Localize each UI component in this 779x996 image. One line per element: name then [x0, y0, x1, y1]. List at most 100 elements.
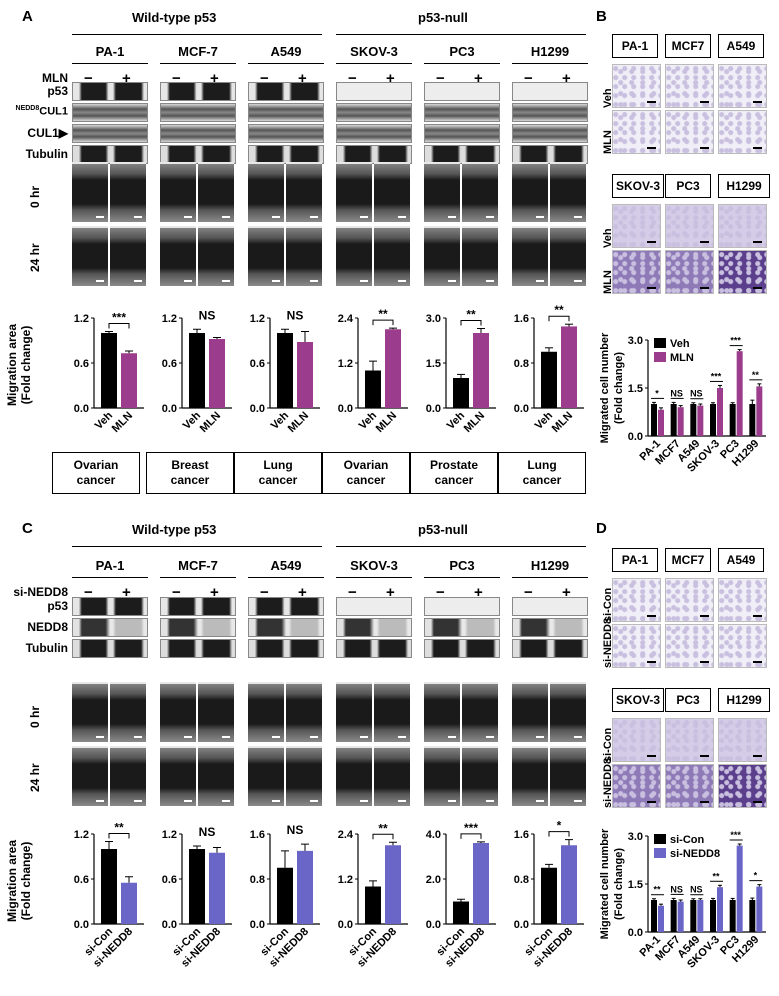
bar — [101, 333, 117, 408]
bar — [756, 886, 763, 932]
y-tick-label: 0.6 — [74, 358, 89, 370]
cell-line-label: MCF-7 — [178, 558, 218, 573]
scratch-micrograph — [462, 746, 498, 806]
y-tick-label: 0.0 — [74, 919, 89, 931]
cancer-word: cancer — [170, 473, 210, 487]
scratch-micrograph — [424, 746, 460, 806]
blot-band — [160, 639, 236, 658]
scratch-micrograph — [512, 226, 548, 286]
plus-sign: + — [298, 70, 307, 87]
scale-bar — [222, 280, 230, 282]
y-tick-label: 1.6 — [514, 313, 529, 325]
y-tick-label: 0.0 — [426, 403, 441, 415]
bar — [697, 900, 704, 932]
transwell-image — [612, 64, 661, 108]
blot-band — [424, 597, 500, 616]
sig-label: ** — [653, 885, 661, 895]
y-tick-label: 1.5 — [628, 383, 643, 395]
bar — [729, 900, 736, 932]
plus-sign: + — [474, 70, 483, 87]
sig-label: ** — [378, 821, 388, 835]
transwell-image — [665, 764, 714, 808]
cancer-type-word: Ovarian — [343, 458, 389, 472]
nedd8-superscript: NEDD8 — [15, 105, 40, 112]
bar — [690, 404, 697, 436]
scratch-micrograph — [72, 162, 108, 222]
blot-band — [512, 103, 588, 122]
legend-label: si-Con — [670, 834, 705, 846]
cell-line-underline — [248, 577, 324, 578]
scratch-micrograph — [110, 226, 146, 286]
scale-bar — [134, 280, 142, 282]
blot-band — [512, 639, 588, 658]
blot-band — [160, 618, 236, 637]
scale-bar — [222, 736, 230, 738]
legend-swatch — [654, 848, 666, 858]
scale-bar — [753, 755, 762, 757]
panel-letter-a: A — [22, 8, 33, 25]
scratch-micrograph — [336, 682, 372, 742]
cancer-type-label: Breast cancer — [171, 458, 210, 488]
y-tick-label: 1.5 — [426, 358, 441, 370]
scratch-micrograph — [512, 162, 548, 222]
cell-line-label: PC3 — [449, 558, 475, 573]
blot-row-label: NEDD8CUL1 — [0, 105, 68, 118]
scale-bar — [647, 287, 656, 289]
sig-label: *** — [730, 830, 741, 840]
transwell-image — [718, 110, 767, 154]
y-tick-label: 1.5 — [628, 879, 643, 891]
scale-bar — [536, 280, 544, 282]
transwell-cell-label: MCF7 — [665, 34, 711, 58]
p53-null-line-a — [336, 34, 586, 35]
bar — [756, 386, 763, 436]
y-title-line2: (Fold change) — [613, 352, 625, 424]
scale-bar — [96, 280, 104, 282]
scratch-micrograph — [248, 162, 284, 222]
cancer-type-word: Breast — [171, 458, 209, 472]
blot-band — [336, 124, 412, 143]
scale-bar — [96, 216, 104, 218]
bar — [658, 905, 664, 932]
scratch-micrograph — [550, 682, 586, 742]
legend-label: si-NEDD8 — [670, 848, 720, 860]
scale-bar — [310, 800, 318, 802]
scale-bar — [647, 615, 656, 617]
scale-bar — [448, 800, 456, 802]
blot-row-label: Tubulin — [25, 641, 68, 655]
x-tick-label: MLN — [550, 410, 575, 435]
blot-band — [424, 124, 500, 143]
blot-band — [160, 124, 236, 143]
scratch-micrograph — [198, 746, 234, 806]
y-tick-label: 0.8 — [514, 358, 529, 370]
blot-band — [512, 124, 588, 143]
sig-label: NS — [690, 885, 703, 895]
bar — [690, 900, 697, 932]
minus-sign: − — [172, 70, 181, 87]
cancer-word: cancer — [434, 473, 474, 487]
bar — [717, 887, 723, 932]
scratch-micrograph — [550, 226, 586, 286]
sig-label: ** — [712, 871, 720, 881]
scale-bar — [536, 736, 544, 738]
y-title-line1: Migrated cell number — [599, 332, 611, 443]
transwell-image — [665, 204, 714, 248]
cul1-label: CUL1 — [39, 105, 68, 118]
cell-line-underline — [512, 577, 588, 578]
cancer-type-box: Ovarian cancer — [322, 452, 410, 494]
plus-sign: + — [562, 584, 571, 601]
cell-line-label: A549 — [270, 44, 302, 59]
scratch-micrograph — [72, 682, 108, 742]
blot-band — [248, 124, 324, 143]
sig-bracket — [460, 320, 482, 326]
transwell-image — [612, 204, 661, 248]
scale-bar — [398, 216, 406, 218]
y-tick-label: 1.2 — [338, 874, 353, 886]
cell-line-label: H1299 — [530, 44, 570, 59]
y-title-line2: (Fold change) — [19, 842, 33, 921]
y-axis-title: Migration area (Fold change) — [5, 324, 33, 406]
scale-bar — [700, 241, 709, 243]
scale-bar — [700, 101, 709, 103]
